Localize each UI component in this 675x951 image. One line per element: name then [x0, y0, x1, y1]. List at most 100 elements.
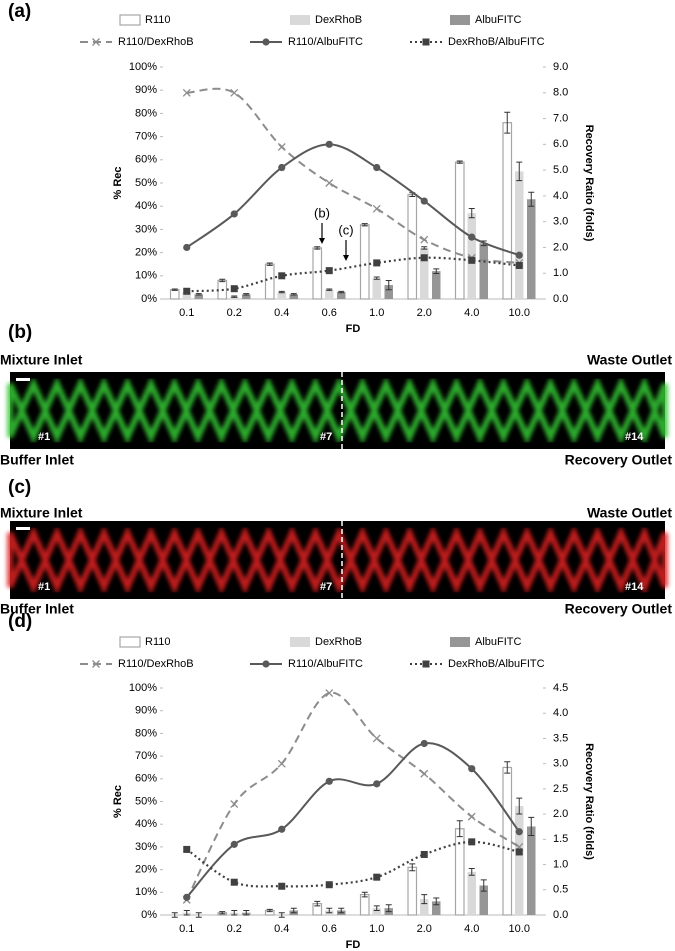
x-tick-label: 0.2 — [227, 307, 242, 319]
x-tick-label: 10.0 — [509, 923, 530, 935]
legend-label: R110 — [145, 636, 170, 648]
line-marker — [373, 780, 380, 787]
y-tick-label: 70% — [135, 131, 157, 143]
x-tick-label: 1.0 — [369, 307, 384, 319]
y2-tick-label: 8.0 — [553, 87, 568, 99]
line-marker — [421, 236, 428, 243]
scale-bar — [16, 378, 30, 381]
line-marker — [421, 254, 428, 261]
line-marker — [278, 826, 285, 833]
y-axis-label: % Rec — [112, 785, 124, 818]
image-label: Recovery Outlet — [565, 601, 673, 617]
x-axis-label: FD — [346, 939, 361, 951]
line-marker — [468, 838, 475, 845]
channel-marker: #1 — [38, 431, 50, 443]
y2-tick-label: 1.5 — [553, 833, 568, 845]
x-tick-label: 4.0 — [464, 923, 479, 935]
annotation: (b) — [314, 205, 330, 220]
y2-tick-label: 3.5 — [553, 732, 568, 744]
y2-tick-label: 3.0 — [553, 758, 568, 770]
line-marker — [326, 881, 333, 888]
bar — [325, 290, 334, 299]
bar — [515, 171, 524, 299]
legend-marker — [423, 39, 430, 46]
line-marker — [373, 164, 380, 171]
legend-label: DexRhoB/AlbuFITC — [448, 36, 545, 48]
line-marker — [421, 740, 428, 747]
x-tick-label: 0.1 — [179, 307, 194, 319]
x-tick-label: 4.0 — [464, 307, 479, 319]
y-tick-label: 60% — [135, 154, 157, 166]
legend-swatch — [290, 15, 310, 25]
bar — [408, 195, 417, 299]
line-marker — [183, 846, 190, 853]
figure: (a) (b) (c) (d) Mixture InletWaste Outle… — [0, 0, 675, 951]
x-tick-label: 2.0 — [417, 923, 432, 935]
y2-tick-label: 5.0 — [553, 164, 568, 176]
line-marker — [183, 244, 190, 251]
line-marker — [373, 874, 380, 881]
y2-tick-label: 0.0 — [553, 293, 568, 305]
x-tick-label: 0.4 — [274, 923, 289, 935]
y2-axis-label: Recovery Ratio (folds) — [583, 125, 595, 242]
y2-tick-label: 6.0 — [553, 138, 568, 150]
line-marker — [468, 765, 475, 772]
legend-label: R110/AlbuFITC — [288, 36, 363, 48]
y-tick-label: 30% — [135, 841, 157, 853]
y-tick-label: 20% — [135, 864, 157, 876]
bar — [515, 806, 524, 915]
y-tick-label: 70% — [135, 750, 157, 762]
y-tick-label: 10% — [135, 270, 157, 282]
legend-label: R110/AlbuFITC — [288, 658, 363, 670]
y-tick-label: 90% — [135, 705, 157, 717]
line-marker — [183, 894, 190, 901]
scale-bar — [16, 527, 30, 530]
line-marker — [373, 205, 380, 212]
line-marker — [326, 778, 333, 785]
channel-marker: #1 — [38, 581, 50, 593]
y-tick-label: 10% — [135, 886, 157, 898]
x-tick-label: 0.6 — [322, 307, 337, 319]
y-tick-label: 50% — [135, 177, 157, 189]
legend-swatch — [450, 637, 470, 647]
bar — [432, 271, 441, 299]
image-label: Buffer Inlet — [0, 452, 74, 468]
legend-label: DexRhoB — [315, 14, 362, 26]
image-label: Buffer Inlet — [0, 601, 74, 617]
x-tick-label: 0.1 — [179, 923, 194, 935]
line-marker — [421, 770, 428, 777]
panel-label: (b) — [8, 322, 32, 343]
line-marker — [231, 801, 238, 808]
x-axis-label: FD — [346, 323, 361, 335]
channel-marker: #14 — [625, 431, 644, 443]
line-marker — [231, 841, 238, 848]
annotation-arrowhead — [319, 238, 325, 244]
y-tick-label: 0% — [141, 293, 157, 305]
line-marker — [516, 252, 523, 259]
line-marker — [326, 141, 333, 148]
legend-label: R110/DexRhoB — [118, 36, 194, 48]
y-tick-label: 60% — [135, 773, 157, 785]
bar — [503, 123, 512, 299]
line-marker — [516, 828, 523, 835]
y2-tick-label: 3.0 — [553, 216, 568, 228]
legend-marker — [262, 660, 269, 667]
line-marker — [278, 143, 285, 150]
bar — [503, 767, 512, 915]
y-tick-label: 100% — [129, 682, 157, 694]
y-tick-label: 30% — [135, 223, 157, 235]
line-marker — [231, 210, 238, 217]
bar — [361, 895, 370, 915]
y-tick-label: 40% — [135, 818, 157, 830]
annotation-arrowhead — [343, 255, 349, 261]
x-tick-label: 0.4 — [274, 307, 289, 319]
bar — [456, 829, 465, 915]
line-marker — [278, 272, 285, 279]
channel-marker: #14 — [625, 581, 644, 593]
image-label: Waste Outlet — [587, 352, 672, 368]
bar — [266, 264, 275, 299]
y2-axis-label: Recovery Ratio (folds) — [583, 743, 595, 860]
annotation: (c) — [338, 222, 353, 237]
y2-tick-label: 0.0 — [553, 909, 568, 921]
line-marker — [278, 883, 285, 890]
